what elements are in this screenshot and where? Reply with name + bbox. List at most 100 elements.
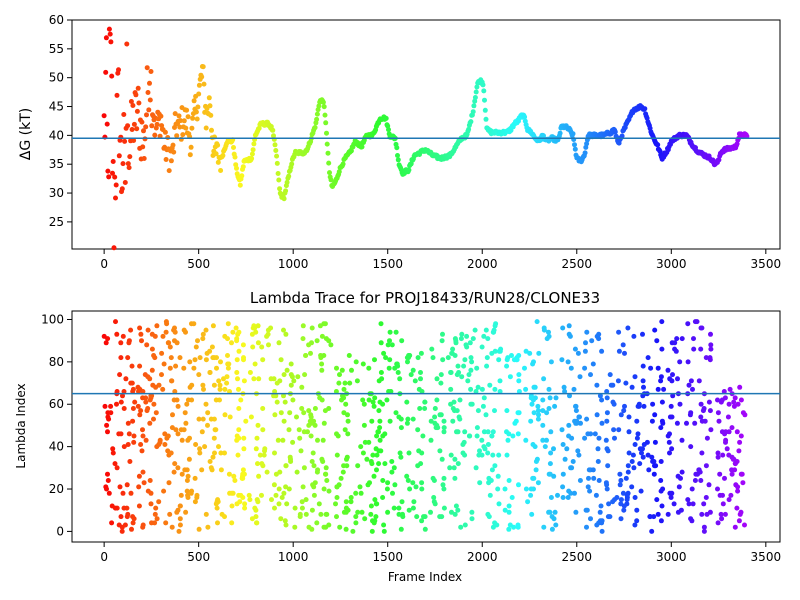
- lambda-point: [588, 516, 593, 522]
- lambda-point: [700, 408, 706, 414]
- lambda-point: [355, 463, 361, 469]
- lambda-point: [490, 429, 496, 435]
- lambda-point: [419, 518, 425, 524]
- lambda-point: [690, 501, 696, 507]
- lambda-point: [369, 528, 375, 534]
- delta-g-point: [482, 107, 488, 113]
- lambda-point: [389, 469, 395, 475]
- delta-g-point: [139, 119, 145, 125]
- lambda-point: [626, 450, 632, 456]
- lambda-point: [548, 450, 554, 456]
- lambda-point: [599, 397, 605, 403]
- delta-g-point: [570, 131, 576, 137]
- lambda-point: [732, 467, 738, 473]
- lambda-point: [487, 382, 493, 388]
- lambda-point: [271, 482, 277, 488]
- delta-g-point: [582, 150, 588, 156]
- lambda-point: [703, 355, 709, 361]
- delta-g-point: [314, 111, 320, 117]
- lambda-point: [281, 490, 287, 496]
- lambda-point: [618, 516, 624, 522]
- lambda-point: [253, 514, 259, 520]
- lambda-point: [644, 439, 650, 445]
- lambda-point: [360, 450, 366, 456]
- delta-g-point: [326, 160, 332, 166]
- lambda-point: [236, 386, 241, 392]
- lambda-point: [341, 463, 347, 469]
- lambda-point: [485, 450, 491, 456]
- lambda-point: [708, 342, 714, 348]
- lambda-point: [321, 420, 327, 426]
- lambda-point: [645, 452, 651, 458]
- lambda-point: [203, 511, 209, 517]
- lambda-point: [528, 418, 534, 424]
- delta-g-point: [201, 81, 207, 87]
- lambda-point: [368, 459, 374, 464]
- lambda-point: [309, 325, 315, 331]
- bottom-plot-frame: [71, 310, 781, 543]
- lambda-point: [389, 459, 395, 464]
- lambda-point: [715, 410, 721, 416]
- lambda-point: [175, 403, 181, 409]
- lambda-point: [118, 514, 124, 520]
- delta-g-point: [176, 113, 182, 119]
- lambda-point: [655, 365, 661, 371]
- lambda-point: [236, 406, 242, 411]
- lambda-point: [659, 319, 665, 325]
- lambda-point: [114, 401, 119, 407]
- lambda-point: [240, 471, 246, 477]
- lambda-point: [696, 378, 702, 384]
- lambda-point: [455, 429, 461, 435]
- delta-g-point: [274, 160, 280, 166]
- lambda-point: [489, 467, 495, 473]
- lambda-point: [573, 509, 579, 515]
- lambda-point: [715, 486, 720, 492]
- lambda-point: [523, 386, 529, 392]
- lambda-point: [396, 511, 402, 517]
- lambda-point: [429, 346, 435, 352]
- lambda-point: [197, 450, 203, 456]
- lambda-point: [160, 386, 166, 392]
- lambda-point: [696, 467, 702, 473]
- lambda-point: [535, 416, 541, 422]
- lambda-point: [171, 469, 177, 475]
- lambda-point: [382, 461, 388, 467]
- lambda-point: [506, 503, 512, 509]
- lambda-point: [254, 520, 259, 526]
- lambda-point: [604, 486, 610, 492]
- lambda-point: [703, 463, 709, 469]
- lambda-point: [470, 336, 476, 342]
- lambda-point: [551, 446, 556, 452]
- lambda-point: [502, 486, 508, 492]
- lambda-point: [689, 486, 695, 492]
- lambda-point: [701, 528, 707, 534]
- lambda-point: [175, 431, 181, 437]
- lambda-point: [326, 488, 332, 494]
- lambda-point: [599, 528, 605, 534]
- lambda-point: [448, 386, 454, 392]
- lambda-point: [289, 374, 295, 380]
- lambda-point: [207, 370, 213, 375]
- lambda-point: [567, 393, 572, 399]
- lambda-point: [483, 327, 489, 333]
- lambda-point: [108, 410, 114, 416]
- delta-g-point: [134, 126, 140, 132]
- lambda-point: [241, 446, 247, 452]
- bottom-data-points: [101, 319, 748, 534]
- lambda-point: [688, 378, 694, 384]
- lambda-point: [659, 346, 665, 352]
- lambda-point: [410, 416, 416, 422]
- lambda-point: [722, 431, 728, 437]
- lambda-point: [153, 505, 159, 511]
- lambda-point: [605, 448, 611, 454]
- lambda-point: [584, 416, 590, 422]
- lambda-point: [535, 408, 541, 414]
- lambda-point: [314, 520, 320, 526]
- lambda-point: [632, 495, 638, 500]
- lambda-point: [479, 437, 485, 443]
- lambda-point: [145, 327, 151, 333]
- lambda-point: [475, 408, 481, 414]
- delta-g-point: [168, 158, 174, 164]
- delta-g-point: [114, 92, 120, 98]
- delta-g-point: [158, 113, 164, 119]
